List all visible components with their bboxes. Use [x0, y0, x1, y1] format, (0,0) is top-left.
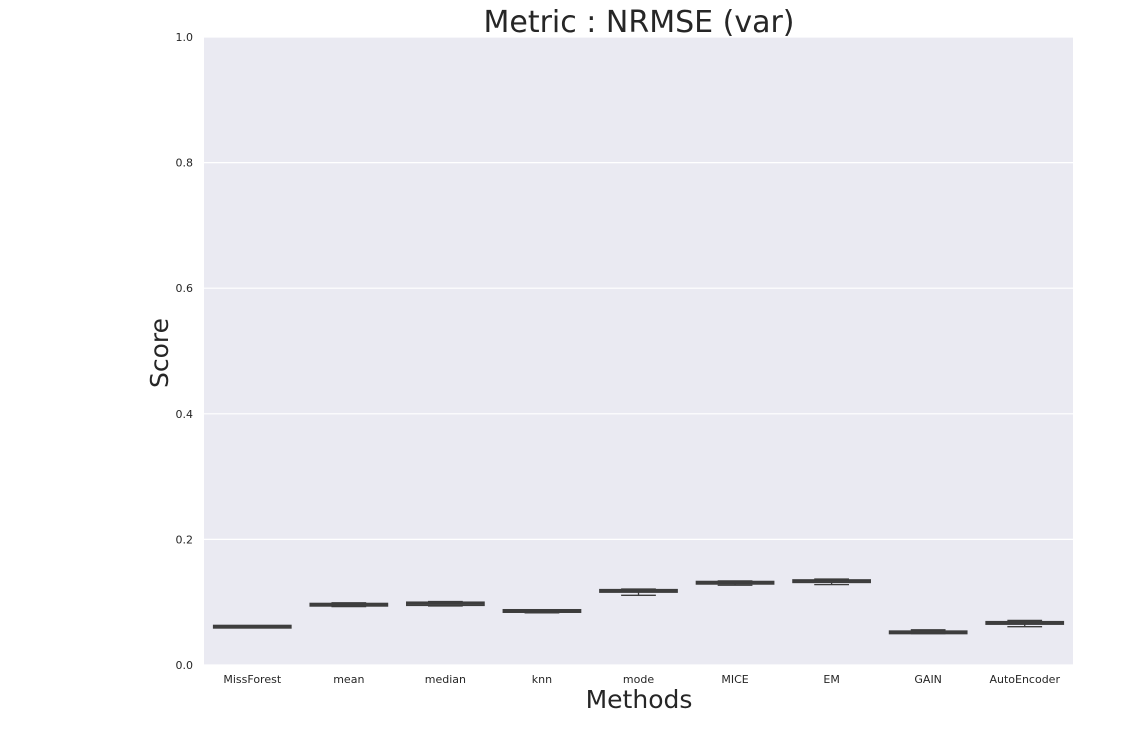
- box-median: [406, 600, 485, 607]
- x-tick-label: mode: [623, 673, 654, 686]
- box-knn: [502, 608, 582, 614]
- box-EM: [792, 578, 871, 586]
- x-tick-label: median: [425, 673, 466, 686]
- box-mode: [599, 588, 678, 596]
- box-series: [212, 578, 1065, 635]
- y-tick-label: 0.2: [176, 533, 194, 546]
- y-axis-label: Score: [145, 318, 174, 388]
- x-tick-label: MICE: [721, 673, 748, 686]
- x-tick-label: EM: [823, 673, 839, 686]
- box-GAIN: [888, 629, 968, 635]
- y-tick-label: 0.4: [176, 408, 194, 421]
- y-tick-label: 0.8: [176, 157, 194, 170]
- x-tick-label: GAIN: [914, 673, 942, 686]
- box-MissForest: [212, 624, 292, 629]
- y-tick-label: 1.0: [176, 31, 194, 44]
- y-axis-ticks: 0.0 0.2 0.4 0.6 0.8 1.0: [176, 31, 194, 672]
- y-tick-label: 0.0: [176, 659, 194, 672]
- box-mean: [309, 602, 389, 608]
- y-tick-label: 0.6: [176, 282, 194, 295]
- plot-area-background: [204, 37, 1073, 665]
- x-tick-label: MissForest: [223, 673, 281, 686]
- x-tick-label: AutoEncoder: [989, 673, 1060, 686]
- x-axis-ticks: MissForest mean median knn mode MICE EM GAIN Aut…: [223, 673, 1060, 686]
- x-tick-label: knn: [532, 673, 552, 686]
- box-MICE: [695, 580, 775, 586]
- x-tick-label: mean: [333, 673, 364, 686]
- chart-title: Metric : NRMSE (var): [483, 5, 794, 40]
- box-AutoEncoder: [985, 619, 1065, 628]
- grid-lines: [204, 36, 1073, 666]
- x-axis-label: Methods: [586, 685, 693, 714]
